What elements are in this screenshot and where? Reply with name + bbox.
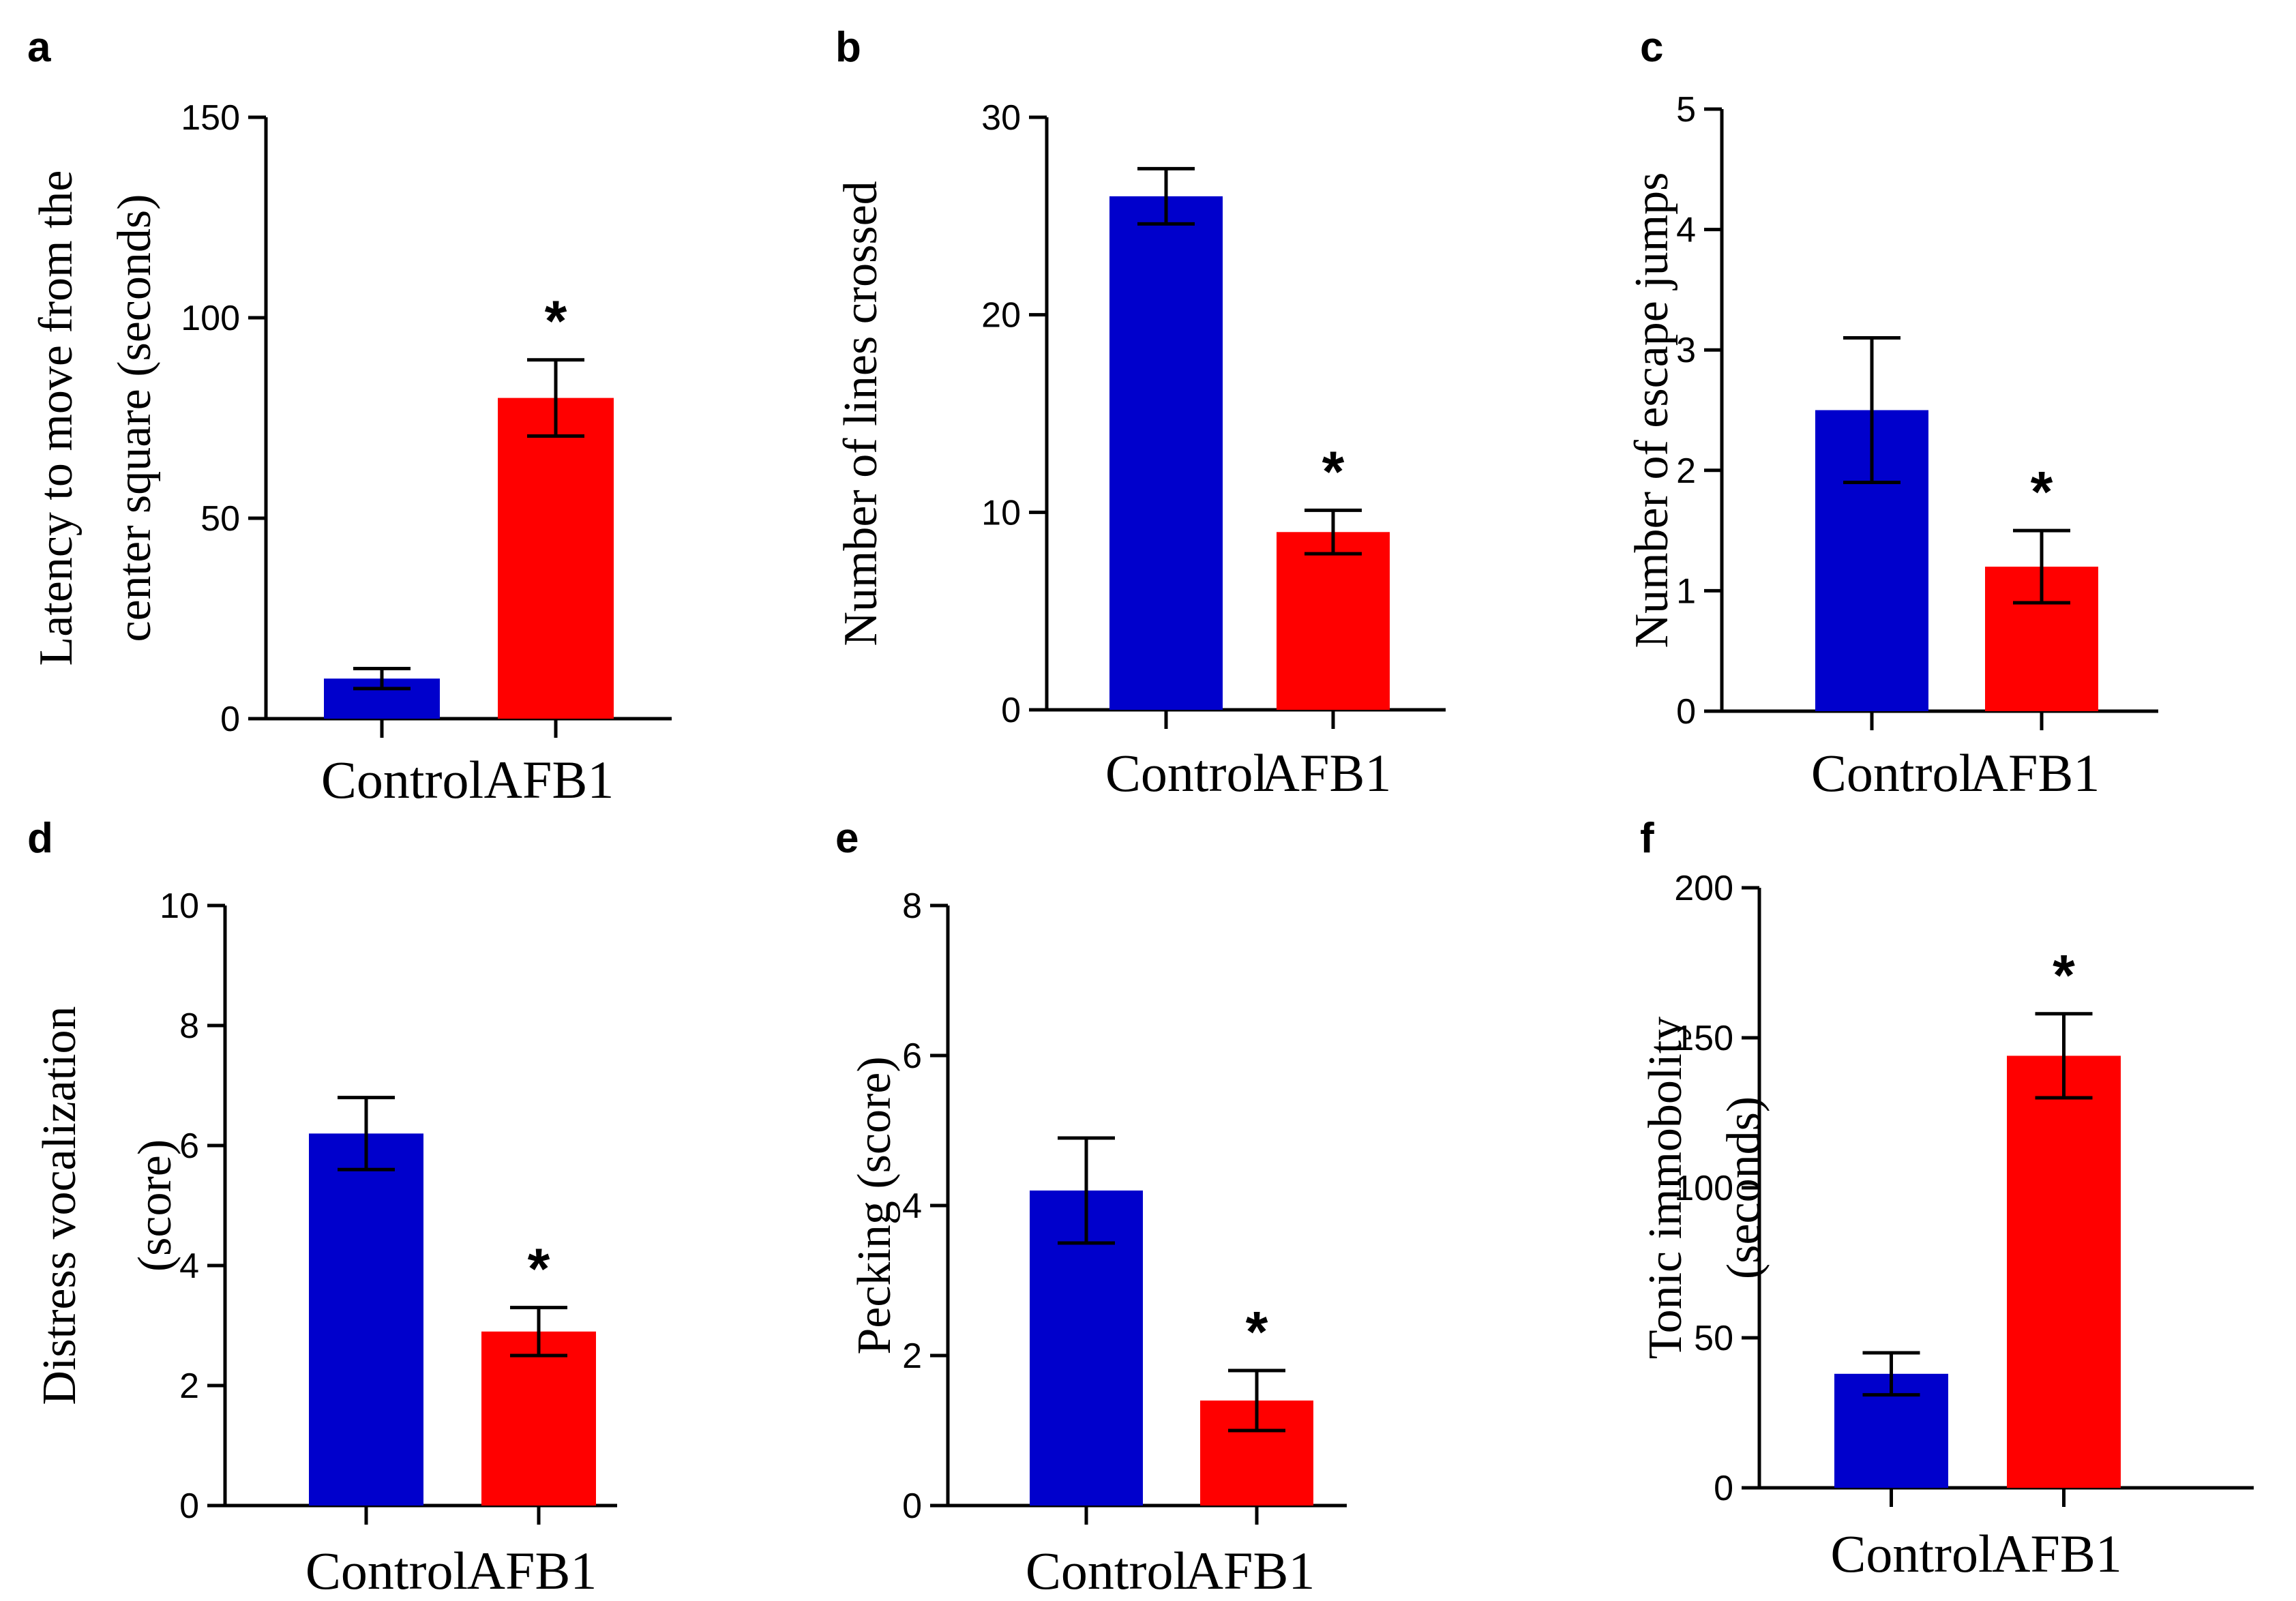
chart-panel-d: d 0 2 4 6 8 10 Distress vocalization (score) Cont… (27, 815, 617, 1600)
panel-letter-b: b (835, 24, 861, 71)
y-tick-label: 1 (1676, 571, 1696, 611)
y-axis-title: Latency to move from the (30, 170, 83, 666)
category-label: AFB1 (1185, 1541, 1315, 1600)
error-bar (527, 358, 584, 438)
error-bar (1228, 1368, 1285, 1433)
bar-afb1 (2007, 1056, 2121, 1488)
panel-letter-c: c (1640, 24, 1663, 71)
chart-panel-f: f 0 50 100 150 200 Tonic immobolity (seconds) Co… (1639, 815, 2254, 1583)
y-tick-label: 0 (1714, 1469, 1733, 1508)
significance-marker: * (2053, 943, 2075, 1007)
y-tick-label: 200 (1674, 869, 1733, 908)
y-axis-title: Pecking (score) (848, 1056, 901, 1354)
error-bar (1862, 1351, 1920, 1397)
panel-letter-f: f (1640, 815, 1654, 862)
y-tick-label: 8 (179, 1006, 199, 1046)
y-tick-label: 4 (179, 1246, 199, 1286)
error-bar (338, 1096, 395, 1171)
y-tick-label: 10 (981, 493, 1021, 533)
y-tick-label: 4 (902, 1186, 922, 1226)
y-tick-label: 2 (179, 1366, 199, 1406)
significance-marker: * (545, 289, 567, 353)
panel-letter-d: d (27, 815, 53, 862)
y-tick-label: 100 (1674, 1169, 1733, 1208)
category-label: Control (1026, 1541, 1188, 1600)
category-label: Control (1811, 743, 1973, 803)
bar-control (1109, 196, 1223, 710)
y-tick-label: 50 (1694, 1319, 1733, 1358)
category-label: AFB1 (1262, 743, 1392, 803)
y-tick-label: 8 (902, 886, 922, 926)
y-tick-label: 150 (1674, 1019, 1733, 1058)
panel-letter-e: e (835, 815, 859, 862)
category-label: AFB1 (484, 750, 614, 809)
y-axis-title: (score) (129, 1139, 181, 1272)
y-axis-title: Number of escape jumps (1626, 173, 1678, 648)
y-tick-label: 30 (981, 98, 1021, 138)
y-axis-title: Tonic immobolity (1639, 1017, 1692, 1360)
y-tick-label: 0 (1676, 692, 1696, 732)
bar-afb1 (498, 398, 614, 719)
y-tick-label: 150 (181, 98, 240, 138)
significance-marker: * (1322, 439, 1345, 503)
y-tick-label: 3 (1676, 331, 1696, 370)
y-tick-label: 10 (160, 886, 199, 926)
error-bar (1843, 336, 1900, 484)
significance-marker: * (2031, 460, 2053, 524)
y-tick-label: 100 (181, 299, 240, 338)
y-axis-title: center square (seconds) (108, 194, 161, 642)
error-bar (1304, 508, 1362, 556)
chart-panel-b: b 0 10 20 30 Number of lines crossed ControlAF… (835, 24, 1446, 803)
y-tick-label: 0 (220, 700, 240, 739)
panel-letter-a: a (27, 24, 51, 71)
y-axis-title: (seconds) (1718, 1096, 1770, 1279)
significance-marker: * (528, 1237, 550, 1301)
error-bar (1137, 166, 1195, 226)
category-label: AFB1 (467, 1541, 597, 1600)
bar-afb1 (1277, 532, 1390, 710)
category-label: AFB1 (1970, 743, 2100, 803)
y-tick-label: 6 (902, 1036, 922, 1076)
significance-marker: * (1246, 1300, 1268, 1364)
chart-panel-a: a 0 50 100 150 Latency to move from the center… (27, 24, 672, 809)
error-bar (1058, 1136, 1115, 1245)
error-bar (353, 667, 411, 691)
category-label: Control (1830, 1524, 1993, 1583)
category-label: Control (1105, 743, 1268, 803)
chart-panel-c: c 0 1 2 3 4 5 Number of escape jumps ControlAFB1… (1626, 24, 2158, 803)
y-tick-label: 0 (179, 1486, 199, 1526)
y-tick-label: 5 (1676, 90, 1696, 130)
category-label: Control (305, 1541, 468, 1600)
y-tick-label: 2 (1676, 451, 1696, 491)
y-tick-label: 50 (200, 499, 240, 539)
error-bar (2013, 528, 2070, 605)
y-axis-title: Distress vocalization (33, 1006, 86, 1405)
y-tick-label: 4 (1676, 211, 1696, 250)
y-axis-title: Number of lines crossed (835, 181, 887, 646)
error-bar (510, 1306, 567, 1358)
category-label: Control (321, 750, 483, 809)
y-tick-label: 6 (179, 1126, 199, 1166)
y-tick-label: 2 (902, 1336, 922, 1376)
error-bar (2035, 1012, 2093, 1100)
y-tick-label: 0 (902, 1486, 922, 1526)
bar-afb1 (481, 1331, 596, 1506)
y-tick-label: 20 (981, 296, 1021, 335)
bar-control (309, 1133, 423, 1506)
y-tick-label: 0 (1001, 691, 1021, 730)
category-label: AFB1 (1992, 1524, 2122, 1583)
